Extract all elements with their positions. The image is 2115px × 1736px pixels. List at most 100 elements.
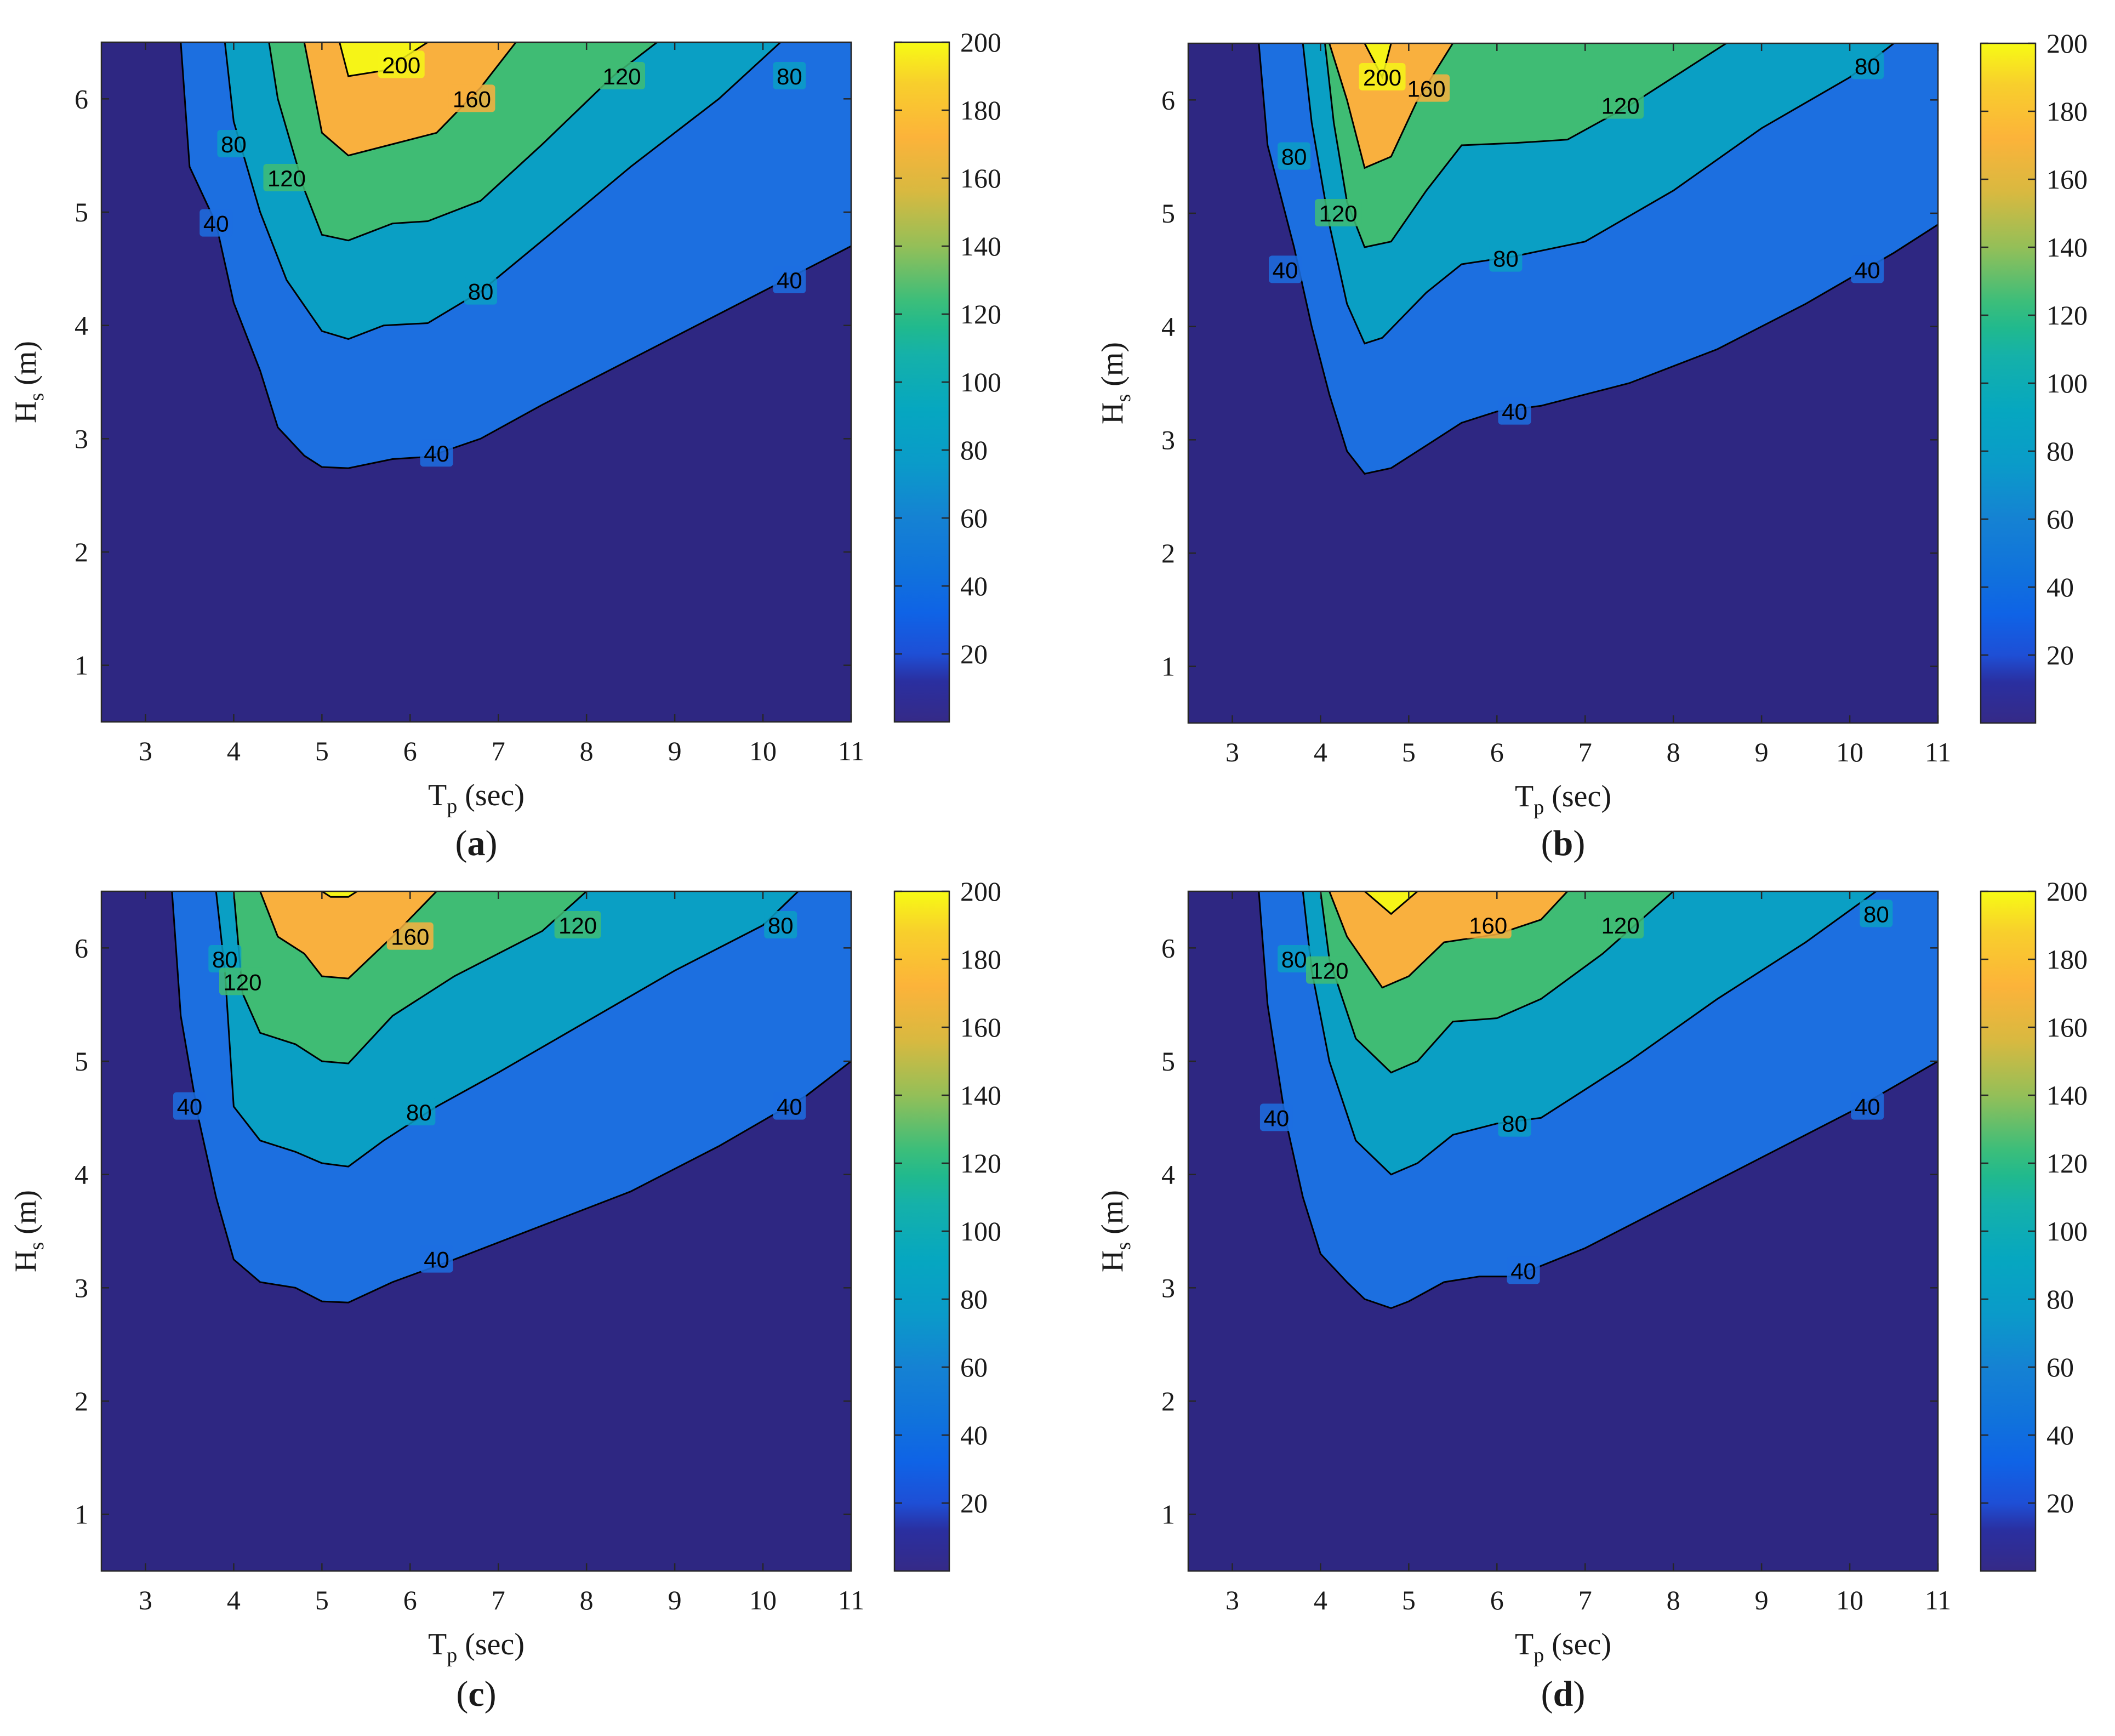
x-tick-label: 8	[1667, 1585, 1680, 1615]
colorbar-tick-label: 140	[960, 1080, 1001, 1111]
x-tick-label: 6	[1490, 1585, 1504, 1615]
x-tick-label: 4	[1314, 1585, 1327, 1615]
y-tick-label: 4	[75, 310, 88, 341]
colorbar-tick-label: 160	[960, 163, 1001, 193]
colorbar-tick-label: 80	[2046, 1284, 2074, 1314]
contour-label-120: 120	[1310, 958, 1348, 984]
y-tick-label: 5	[1161, 198, 1175, 229]
y-tick-label: 3	[75, 423, 88, 454]
contour-label-bg	[764, 911, 797, 938]
contour-label-bg	[199, 209, 233, 237]
band-above-200	[1364, 891, 1418, 914]
contour-label-200: 200	[382, 52, 420, 78]
colorbar-tick-label: 200	[2046, 28, 2088, 59]
colorbar-tick-label: 60	[960, 503, 988, 533]
contour-label-40: 40	[777, 267, 802, 293]
y-axis-title: Hs (m)	[9, 1190, 48, 1272]
y-axis-title: Hs (m)	[1096, 1190, 1135, 1272]
colorbar-tick-label: 80	[960, 435, 988, 465]
y-tick-label: 6	[1161, 84, 1175, 115]
contour-label-160: 160	[453, 86, 491, 112]
contour-label-bg	[1851, 255, 1884, 283]
plot-frame	[100, 890, 852, 1572]
contour-label-80: 80	[1855, 53, 1880, 79]
colorbar-tick-label: 200	[2046, 876, 2088, 907]
colorbar-tick-label: 100	[960, 367, 1001, 397]
y-axis-title: Hs (m)	[9, 341, 48, 423]
x-tick-label: 7	[1578, 737, 1592, 767]
contour-label-120: 120	[223, 969, 261, 995]
contour-label-40: 40	[1855, 257, 1880, 283]
colorbar-tick-label: 20	[960, 639, 988, 669]
y-tick-label: 5	[75, 197, 88, 227]
contour-label-bg	[386, 922, 434, 950]
contour-line-40	[1258, 891, 1938, 1310]
contour-label-bg	[1498, 397, 1531, 425]
contour-label-bg	[598, 62, 646, 89]
contour-label-bg	[217, 130, 250, 157]
contour-label-bg	[1860, 900, 1893, 927]
panel-caption: (a)	[455, 823, 498, 863]
y-tick-label: 6	[1161, 932, 1175, 963]
contour-line-80	[1302, 891, 1877, 1176]
contour-label-bg	[208, 945, 242, 972]
contour-label-bg	[1464, 911, 1512, 938]
contour-label-bg	[464, 277, 498, 305]
y-tick-label: 3	[1161, 424, 1175, 455]
contour-label-bg	[402, 1098, 436, 1125]
x-axis-title: Tp (sec)	[428, 778, 525, 818]
contour-label-bg	[420, 1245, 453, 1273]
contour-label-bg	[173, 1092, 206, 1120]
contour-label-bg	[263, 164, 310, 191]
y-tick-label: 5	[75, 1046, 88, 1077]
contour-label-80: 80	[221, 132, 247, 157]
colorbar-tick-label: 120	[960, 299, 1001, 329]
colorbar-tick-label: 180	[2046, 944, 2088, 975]
x-tick-label: 8	[1667, 737, 1680, 767]
contour-line-40	[1258, 43, 1938, 475]
contour-label-bg	[1498, 1109, 1531, 1137]
colorbar-tick-label: 140	[2046, 232, 2088, 263]
y-tick-label: 4	[75, 1159, 88, 1190]
colorbar-tick-label: 180	[2046, 96, 2088, 127]
contour-label-bg	[420, 439, 453, 467]
contour-line-40	[180, 42, 851, 469]
y-tick-label: 1	[75, 1499, 88, 1530]
panel-caption: (c)	[456, 1674, 496, 1714]
contour-label-bg	[554, 911, 601, 938]
contour-label-120: 120	[1601, 913, 1640, 938]
contour-label-bg	[1315, 199, 1362, 226]
colorbar-tick-label: 40	[960, 1420, 988, 1450]
contour-label-bg	[1597, 91, 1644, 119]
contour-label-bg	[1278, 142, 1311, 170]
contour-label-120: 120	[267, 166, 306, 191]
colorbar-tick-label: 160	[960, 1012, 1001, 1043]
x-tick-label: 3	[1225, 737, 1239, 767]
contour-line-120	[1319, 891, 1674, 1074]
colorbar	[893, 41, 950, 723]
contour-label-40: 40	[424, 1247, 449, 1273]
x-axis-title: Tp (sec)	[428, 1627, 525, 1667]
y-tick-label: 6	[75, 83, 88, 114]
x-tick-label: 5	[315, 736, 329, 766]
panel-caption: (b)	[1541, 823, 1586, 863]
x-tick-label: 10	[749, 736, 777, 766]
contour-line-80	[1302, 43, 1895, 345]
x-tick-label: 4	[227, 736, 241, 766]
x-tick-label: 6	[403, 736, 417, 766]
x-tick-label: 3	[139, 736, 152, 766]
x-tick-label: 9	[1755, 737, 1769, 767]
x-tick-label: 4	[1314, 737, 1327, 767]
x-tick-label: 9	[668, 736, 682, 766]
contour-label-40: 40	[777, 1094, 802, 1120]
x-tick-label: 11	[838, 736, 864, 766]
contour-label-80: 80	[1281, 144, 1307, 170]
colorbar-tick-label: 180	[960, 944, 1001, 975]
x-tick-label: 5	[315, 1585, 329, 1615]
contour-label-bg	[1259, 1103, 1293, 1131]
contour-lines	[171, 891, 851, 1304]
colorbar-tick-label: 180	[960, 95, 1001, 126]
contour-label-bg	[219, 967, 266, 995]
